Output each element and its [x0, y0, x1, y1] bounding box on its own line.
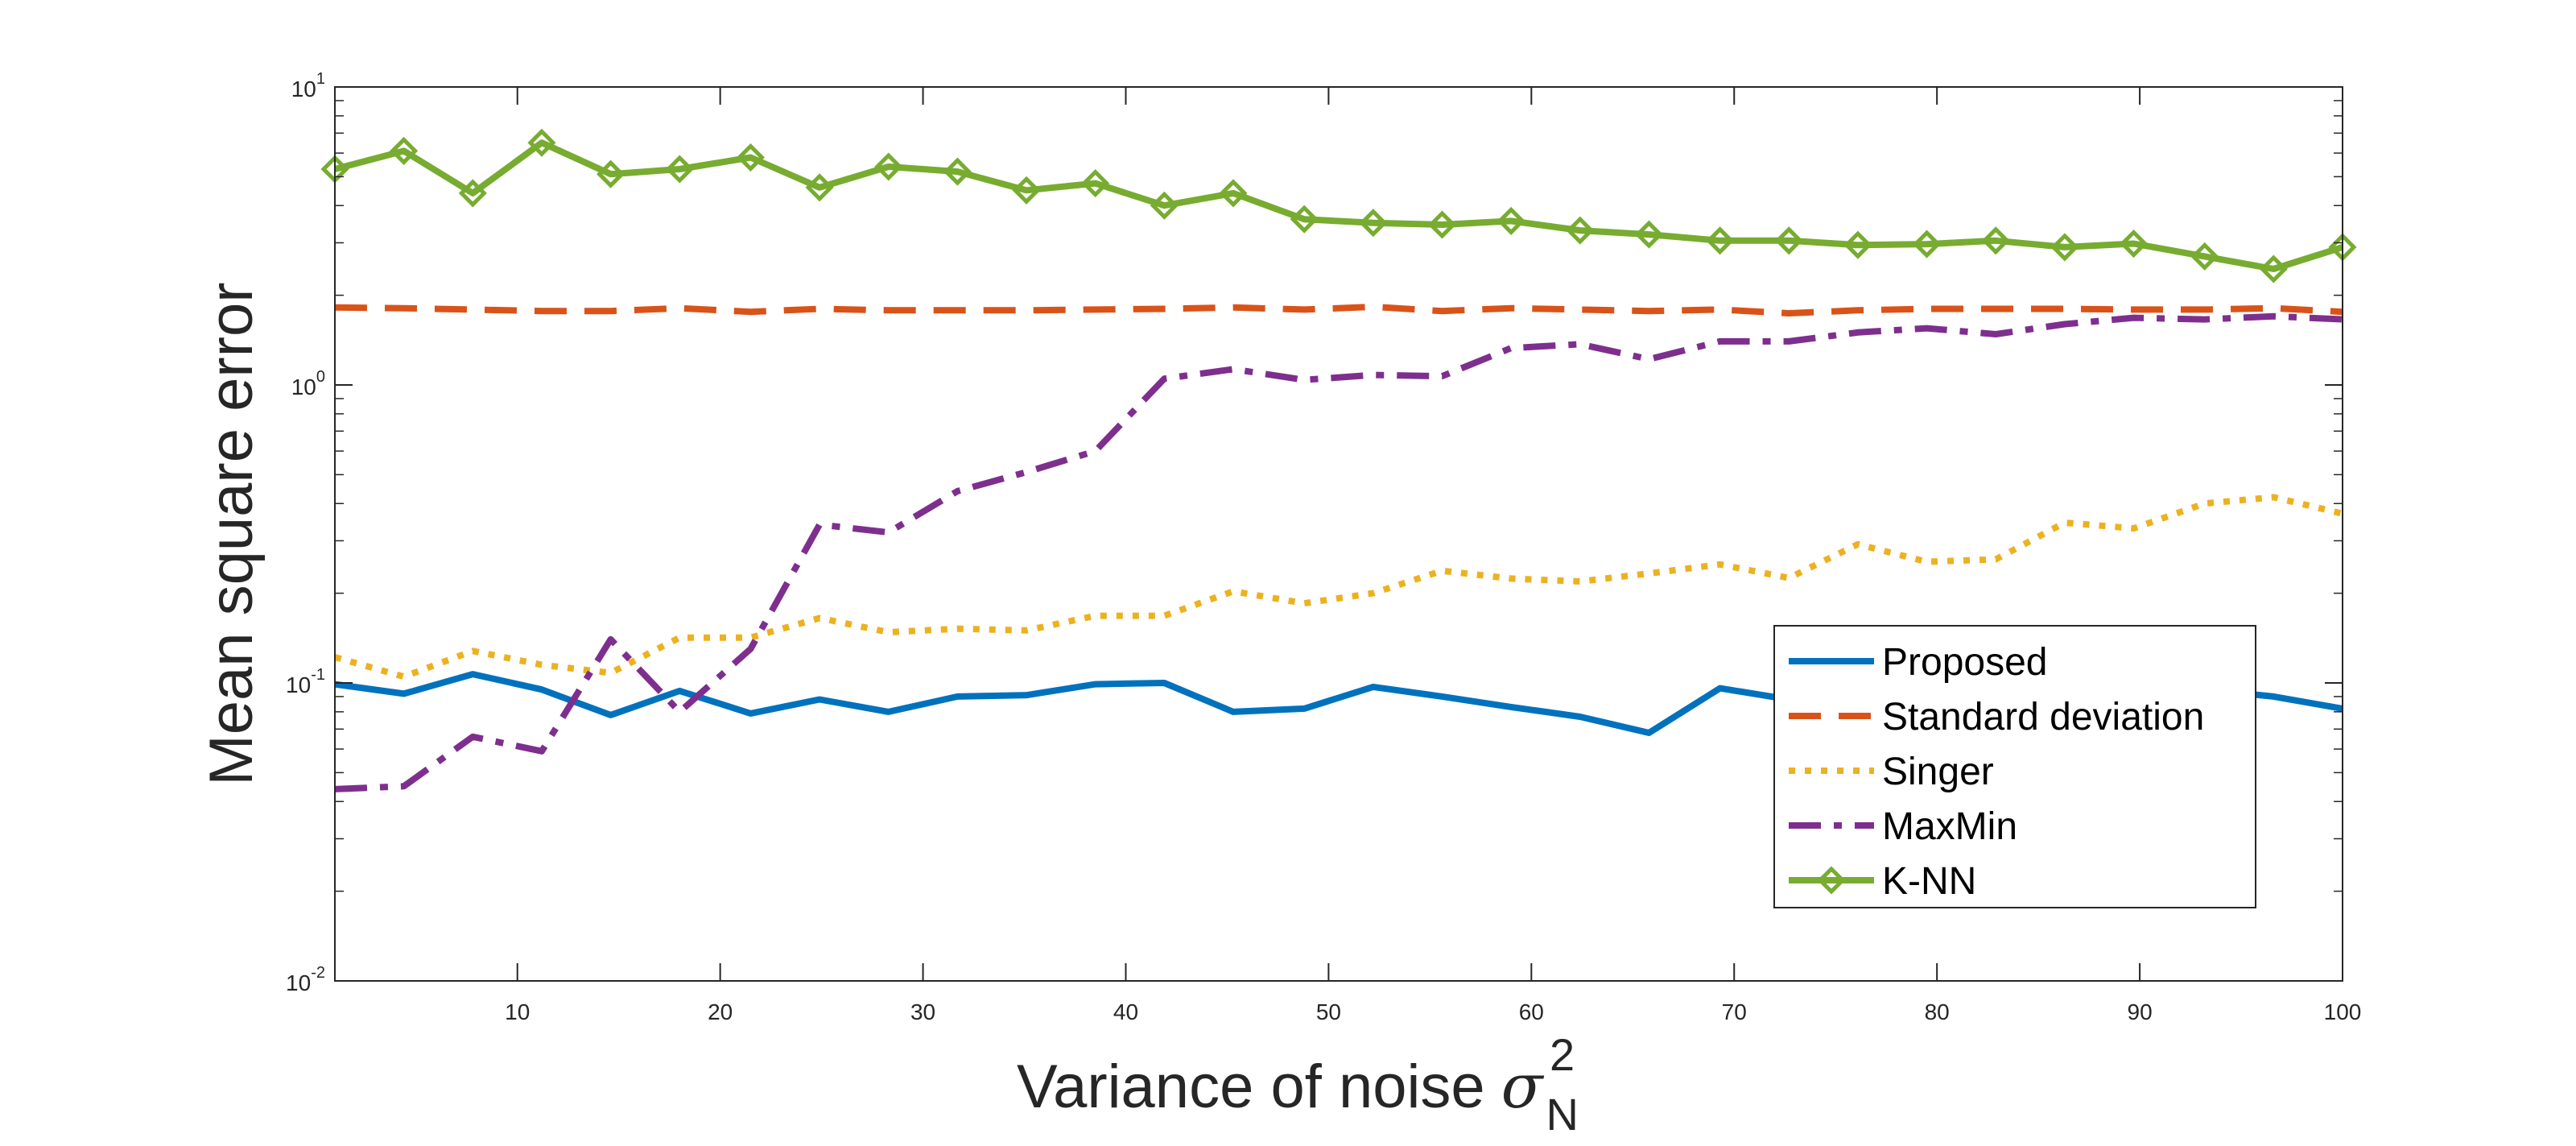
- data-point-k-nn: [1427, 210, 1457, 239]
- series-line-singer: [333, 494, 2343, 681]
- data-point-k-nn: [1150, 191, 1179, 220]
- legend-entry-proposed: Proposed: [1789, 641, 2047, 684]
- legend-marker-k-nn: [1817, 866, 1846, 895]
- data-point-k-nn: [665, 155, 694, 184]
- x-tick-label: 40: [1113, 999, 1138, 1024]
- legend-label-singer: Singer: [1882, 751, 1994, 793]
- legend-label-maxmin: MaxMin: [1882, 805, 2017, 848]
- data-point-k-nn: [874, 152, 903, 181]
- x-tick-label: 90: [2128, 999, 2153, 1024]
- data-point-k-nn: [1566, 216, 1595, 245]
- data-point-k-nn: [1913, 230, 1942, 259]
- y-tick-label-base: 10: [286, 672, 311, 697]
- legend-entry-maxmin: MaxMin: [1789, 805, 2017, 848]
- y-axis-label: Mean square error: [197, 282, 266, 785]
- y-tick-label-base: 10: [291, 77, 316, 101]
- y-tick-label: 100: [291, 368, 325, 399]
- legend-label-standard-deviation: Standard deviation: [1882, 696, 2204, 738]
- x-axis-label-text: Variance of noise: [1017, 1053, 1485, 1121]
- data-point-k-nn: [2190, 242, 2219, 271]
- plot-border: [334, 86, 2343, 982]
- y-tick-label: 10-2: [286, 964, 325, 995]
- data-point-k-nn: [736, 143, 765, 172]
- data-point-k-nn: [943, 157, 972, 186]
- x-tick-label: 20: [708, 999, 733, 1024]
- y-tick-label: 10-1: [286, 666, 325, 697]
- x-tick-label: 80: [1925, 999, 1950, 1024]
- legend-box: [1773, 625, 2256, 908]
- y-tick-label-exponent: 1: [316, 70, 325, 88]
- data-point-k-nn: [2050, 233, 2079, 262]
- y-tick-label-exponent: 0: [316, 368, 325, 386]
- x-tick-label: 10: [505, 999, 530, 1024]
- legend-label-proposed: Proposed: [1882, 641, 2047, 684]
- x-axis-label-symbol: σ: [1501, 1050, 1545, 1122]
- data-point-k-nn: [390, 136, 419, 165]
- series-line-standard-deviation: [334, 303, 2343, 316]
- y-tick-label-base: 10: [286, 970, 311, 995]
- data-point-k-nn: [1219, 179, 1248, 208]
- data-point-k-nn: [1981, 226, 2010, 255]
- series-layer: [320, 128, 2357, 792]
- x-axis-label-subscript: N: [1546, 1089, 1579, 1140]
- y-tick-label-exponent: -1: [311, 666, 325, 684]
- data-point-k-nn: [805, 173, 834, 202]
- legend: Proposed Standard deviation Singer MaxMin K-…: [1773, 625, 2256, 908]
- series-line-maxmin: [334, 312, 2343, 792]
- legend-entry-k-nn: K-NN: [1789, 860, 1976, 903]
- series-k-nn: [320, 128, 2357, 283]
- data-point-k-nn: [2119, 230, 2149, 259]
- y-tick-label: 101: [291, 70, 325, 101]
- legend-entry-standard-deviation: Standard deviation: [1789, 696, 2204, 738]
- data-point-k-nn: [1706, 226, 1735, 255]
- x-tick-label: 30: [910, 999, 935, 1024]
- data-point-k-nn: [527, 128, 556, 157]
- y-tick-label-base: 10: [291, 374, 316, 399]
- y-tick-label-exponent: -2: [311, 964, 325, 982]
- data-point-k-nn: [1496, 206, 1525, 235]
- data-point-k-nn: [1843, 230, 1872, 259]
- data-point-k-nn: [1290, 205, 1319, 234]
- data-point-k-nn: [1081, 169, 1110, 198]
- x-tick-label: 60: [1519, 999, 1544, 1024]
- data-point-k-nn: [597, 159, 625, 188]
- data-point-k-nn: [1634, 220, 1663, 249]
- data-point-k-nn: [1774, 226, 1803, 255]
- x-tick-label: 50: [1316, 999, 1341, 1024]
- series-standard-deviation: [334, 303, 2343, 316]
- data-point-k-nn: [458, 179, 487, 208]
- data-point-k-nn: [1359, 209, 1388, 238]
- x-tick-label: 100: [2324, 999, 2362, 1024]
- series-maxmin: [334, 312, 2343, 792]
- x-tick-label: 70: [1722, 999, 1747, 1024]
- legend-entry-singer: Singer: [1789, 751, 1994, 793]
- legend-entries: Proposed Standard deviation Singer MaxMin K-…: [1789, 641, 2204, 903]
- legend-label-k-nn: K-NN: [1882, 860, 1976, 903]
- series-singer: [333, 494, 2343, 681]
- x-axis-label-superscript: 2: [1550, 1029, 1575, 1080]
- data-point-k-nn: [2259, 254, 2288, 283]
- data-point-k-nn: [1012, 176, 1041, 205]
- x-axis-label: Variance of noise σN 2: [1017, 1029, 1579, 1140]
